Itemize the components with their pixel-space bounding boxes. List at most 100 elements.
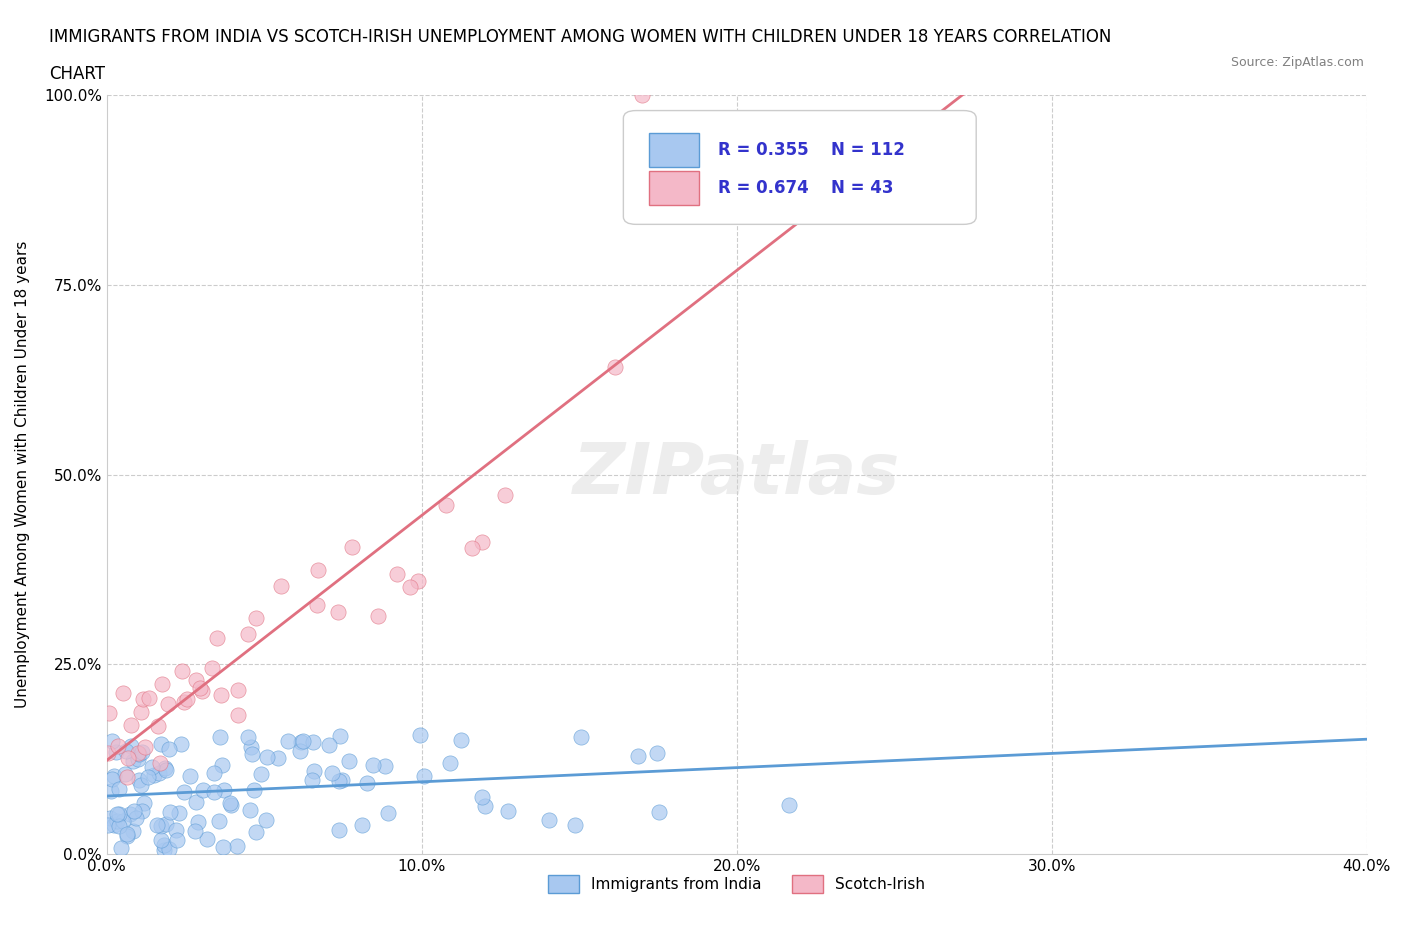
Point [212,840,235,855]
Point [153,838,176,853]
Point [108,818,131,833]
Point [157,697,180,711]
Point [98,705,121,720]
Point [97,746,120,761]
Point [117,751,139,765]
Point [105,814,128,829]
Point [186,673,208,688]
Point [129,777,152,792]
Point [173,784,195,799]
Point [307,563,329,578]
Point [205,631,228,645]
Point [183,823,205,838]
Point [209,730,232,745]
Point [569,729,592,744]
Point [112,685,135,700]
Point [461,540,484,555]
Point [149,833,172,848]
Point [537,813,560,828]
Text: Source: ZipAtlas.com: Source: ZipAtlas.com [1230,56,1364,69]
Point [120,807,142,822]
Point [176,692,198,707]
Point [212,782,235,797]
Point [330,773,353,788]
Point [159,804,181,819]
Point [150,737,173,751]
Point [305,598,328,613]
Point [201,660,224,675]
Point [108,807,131,822]
Point [115,769,138,784]
Point [184,794,207,809]
Point [187,815,209,830]
Point [149,755,172,770]
Point [245,611,267,626]
Text: R = 0.674: R = 0.674 [718,179,808,197]
Point [221,798,243,813]
Point [374,758,396,773]
Point [190,683,212,698]
Point [111,814,134,829]
Point [146,719,169,734]
Point [329,729,352,744]
Point [136,769,159,784]
Point [236,627,259,642]
Point [350,817,373,832]
Point [337,753,360,768]
Point [301,772,323,787]
Point [103,817,125,832]
Point [328,774,350,789]
Point [239,739,262,754]
Point [326,604,349,619]
FancyBboxPatch shape [648,171,699,206]
Point [127,746,149,761]
Point [105,806,128,821]
Point [474,799,496,814]
Point [301,735,323,750]
Point [202,765,225,780]
Point [340,539,363,554]
Point [155,817,177,831]
Point [188,681,211,696]
Point [122,824,145,839]
Point [124,804,146,818]
Point [145,818,167,833]
Point [471,790,494,804]
Point [439,755,461,770]
Point [240,747,263,762]
Point [115,743,138,758]
Point [226,708,249,723]
Point [134,796,156,811]
Point [292,734,315,749]
Point [377,805,399,820]
Point [132,692,155,707]
Point [406,574,429,589]
Point [100,784,122,799]
Point [356,776,378,790]
Point [236,729,259,744]
Point [169,737,191,751]
Point [128,747,150,762]
Point [318,738,340,753]
Point [150,677,173,692]
Point [290,734,312,749]
Point [778,797,800,812]
Point [120,738,142,753]
Point [228,683,250,698]
Point [645,745,668,760]
Point [97,817,120,832]
Y-axis label: Unemployment Among Women with Children Under 18 years: Unemployment Among Women with Children U… [15,241,30,709]
Point [125,811,148,826]
Point [131,745,153,760]
Point [148,765,170,780]
Point [138,691,160,706]
Point [471,535,494,550]
Point [179,768,201,783]
Point [239,803,262,817]
Text: R = 0.355: R = 0.355 [718,141,808,159]
Text: CHART: CHART [49,65,105,83]
Point [409,727,432,742]
Point [564,817,586,832]
Point [367,608,389,623]
Point [120,717,142,732]
